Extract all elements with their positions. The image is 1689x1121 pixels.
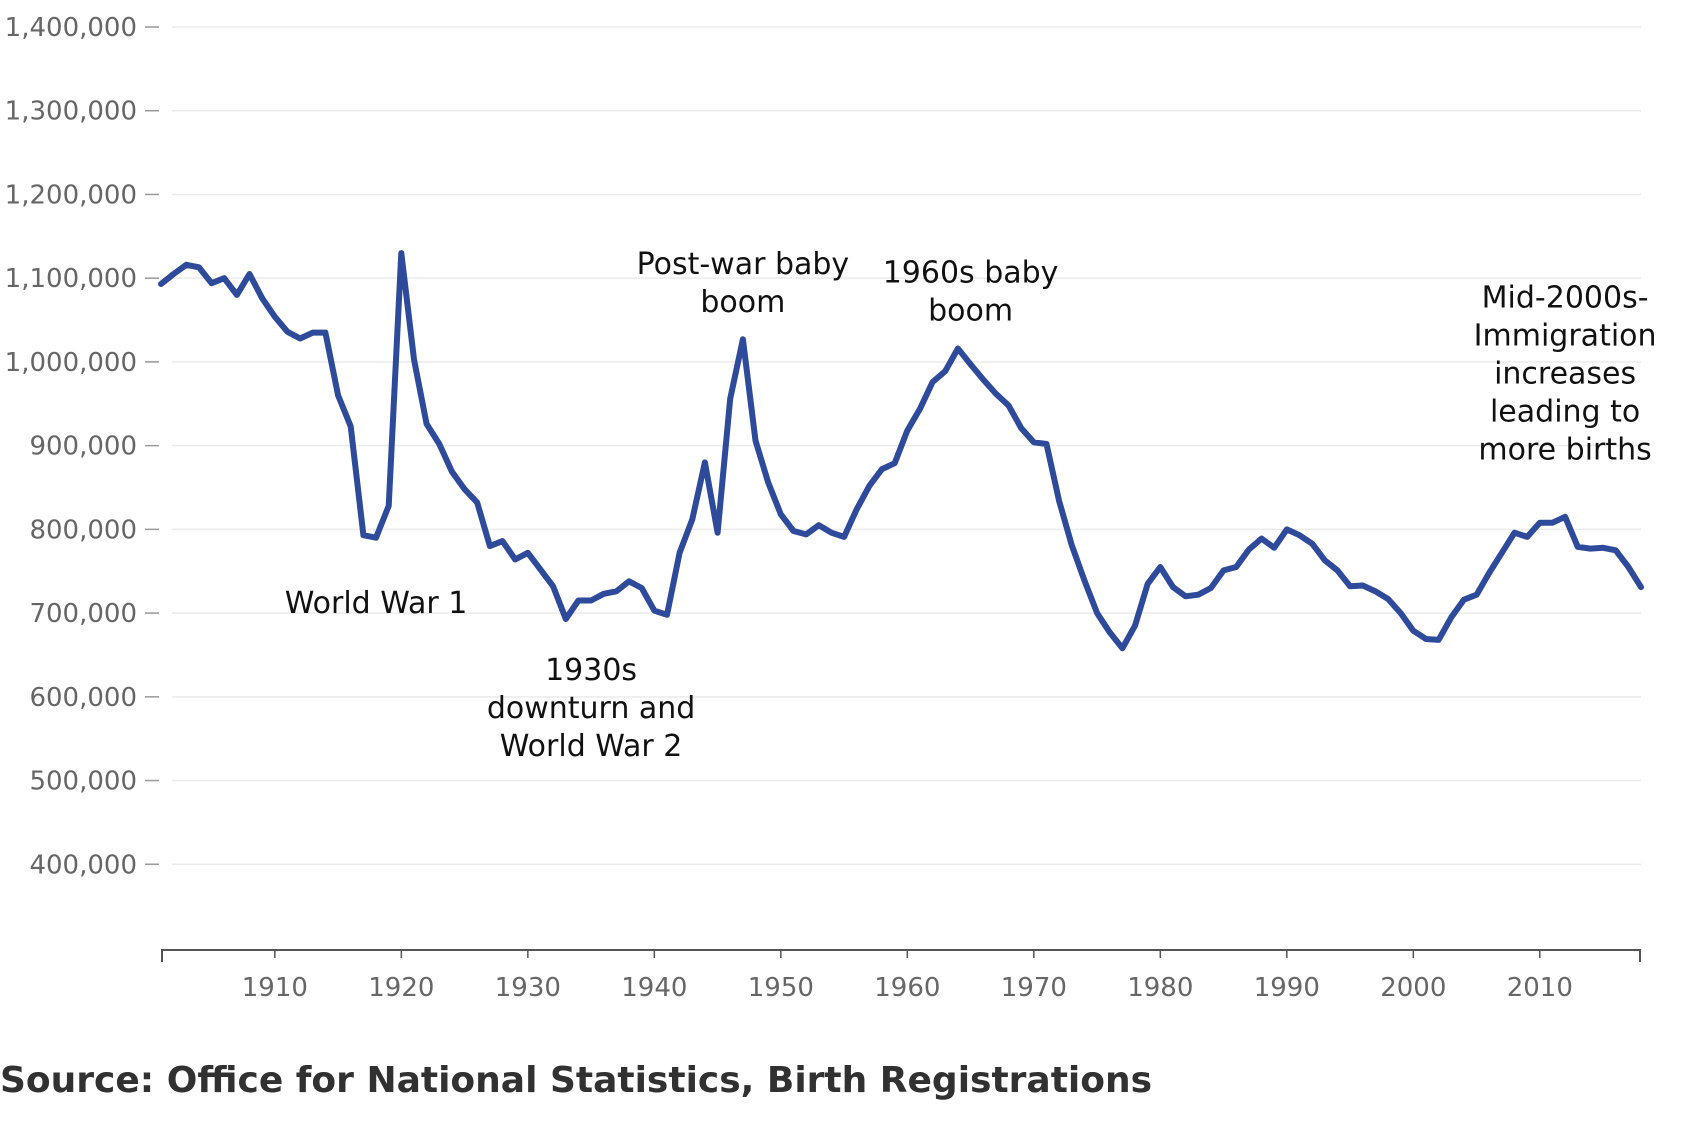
y-tick-label: 400,000 <box>29 850 137 880</box>
annotation-text: more births <box>1478 432 1651 467</box>
y-tick-label: 1,400,000 <box>5 13 137 43</box>
annotation-text: World War 2 <box>500 729 683 764</box>
x-tick-label: 2000 <box>1380 973 1446 1003</box>
x-axis: 1910 1920 1930 1940 1950 1960 1970 1980 1990 2000… <box>161 949 1641 1003</box>
x-tick-label: 1950 <box>748 973 814 1003</box>
y-tick-label: 800,000 <box>29 515 137 545</box>
source-note: Source: Office for National Statistics, … <box>0 1060 1153 1101</box>
y-tick-label: 1,000,000 <box>5 348 137 378</box>
annotation-text: increases <box>1494 356 1636 391</box>
y-tick-label: 1,100,000 <box>5 264 137 294</box>
annotation-text: World War 1 <box>285 586 468 621</box>
annotation-text: boom <box>700 285 785 320</box>
annotation-text: Post-war baby <box>637 247 850 282</box>
x-tick-label: 1980 <box>1127 973 1193 1003</box>
series <box>158 250 1644 652</box>
x-tick-label: 2010 <box>1507 973 1573 1003</box>
y-tick-label: 1,300,000 <box>5 97 137 127</box>
x-tick-label: 1970 <box>1001 973 1067 1003</box>
y-tick-label: 700,000 <box>29 599 137 629</box>
x-tick-label: 1940 <box>621 973 687 1003</box>
y-tick-label: 600,000 <box>29 683 137 713</box>
x-tick-label: 1990 <box>1254 973 1320 1003</box>
y-tick-label: 500,000 <box>29 767 137 797</box>
y-tick-label: 1,200,000 <box>5 180 137 210</box>
x-tick-label: 1930 <box>495 973 561 1003</box>
y-axis: 400,000 500,000 600,000 700,000 800,000 900,0… <box>5 13 159 880</box>
series-line <box>158 250 1644 652</box>
x-tick-label: 1960 <box>874 973 940 1003</box>
annotation-text: 1960s baby <box>883 255 1059 290</box>
x-tick-label: 1910 <box>242 973 308 1003</box>
annotation-text: Mid-2000s- <box>1482 280 1649 315</box>
annotation-text: 1930s <box>545 653 637 688</box>
annotation-text: leading to <box>1490 394 1640 429</box>
x-tick-label: 1920 <box>368 973 434 1003</box>
annotation-text: Immigration <box>1474 318 1657 353</box>
annotation-text: downturn and <box>487 691 696 726</box>
annotation-text: boom <box>928 293 1013 328</box>
y-tick-label: 900,000 <box>29 432 137 462</box>
